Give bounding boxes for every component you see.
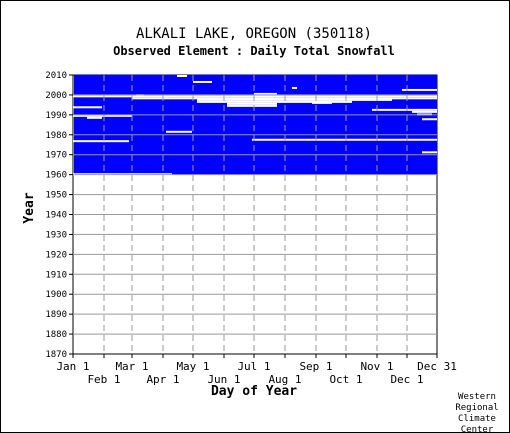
y-tick-label: 1920 — [45, 250, 67, 260]
missing-segment — [87, 116, 102, 119]
y-tick-label: 1870 — [45, 350, 67, 360]
x-tick-label: Jul 1 — [237, 360, 270, 373]
x-tick-label: Dec 1 — [390, 373, 423, 386]
missing-segment — [312, 101, 332, 104]
x-tick-label: Jan 1 — [56, 360, 89, 373]
chart-subtitle: Observed Element : Daily Total Snowfall — [113, 44, 395, 58]
missing-segment — [412, 110, 437, 113]
y-tick-label: 1960 — [45, 171, 67, 181]
y-tick-label: 1880 — [45, 330, 67, 340]
x-axis-label: Day of Year — [211, 384, 297, 399]
missing-segment — [166, 130, 192, 133]
x-tick-label: May 1 — [176, 360, 209, 373]
y-tick-label: 1940 — [45, 211, 67, 221]
missing-segment — [73, 95, 437, 98]
missing-segment — [177, 74, 187, 77]
missing-segment — [197, 98, 392, 101]
x-tick-label: Jun 1 — [207, 373, 240, 386]
y-tick-label: 1930 — [45, 230, 67, 240]
x-tick-label: Dec 31 — [417, 360, 457, 373]
missing-segment — [197, 100, 352, 103]
y-tick-label: 1900 — [45, 290, 67, 300]
missing-segment — [422, 151, 437, 154]
y-tick-label: 2010 — [45, 71, 67, 81]
missing-segment — [227, 102, 277, 105]
y-tick-label: 1890 — [45, 310, 67, 320]
y-tick-label: 1970 — [45, 151, 67, 161]
credit-line: Center — [461, 425, 494, 433]
coverage-block — [74, 75, 437, 175]
x-tick-label: Aug 1 — [268, 373, 301, 386]
credit-line: Climate — [458, 414, 496, 424]
missing-segment — [252, 138, 437, 141]
x-tick-label: Apr 1 — [146, 373, 179, 386]
y-axis-label: Year — [22, 192, 37, 223]
missing-segment — [292, 86, 297, 89]
x-tick-label: Mar 1 — [115, 360, 148, 373]
x-axis: Jan 1 Mar 1 May 1 Jul 1 Sep 1 Nov 1 Dec 31 Feb … — [56, 354, 457, 386]
credit-line: Western — [458, 392, 496, 402]
y-tick-label: 1990 — [45, 111, 67, 121]
credit-block: Western Regional Climate Center — [455, 392, 498, 433]
missing-segment — [193, 80, 212, 83]
missing-segment — [73, 114, 132, 117]
x-tick-label: Feb 1 — [87, 373, 120, 386]
x-tick-label: Oct 1 — [329, 373, 362, 386]
missing-segment — [254, 92, 277, 95]
missing-segment — [372, 108, 437, 111]
missing-segment — [73, 106, 102, 109]
coverage-band — [74, 75, 437, 175]
missing-segment — [227, 104, 277, 107]
chart-title: ALKALI LAKE, OREGON (350118) — [136, 26, 372, 42]
missing-segment — [422, 118, 437, 121]
missing-segment — [402, 88, 437, 91]
grid-lines — [73, 75, 437, 354]
x-tick-label: Sep 1 — [299, 360, 332, 373]
credit-line: Regional — [455, 403, 498, 413]
y-tick-label: 2000 — [45, 91, 67, 101]
y-tick-label: 1980 — [45, 131, 67, 141]
x-tick-label: Nov 1 — [360, 360, 393, 373]
y-axis: 2010 2000 1990 1980 1970 1960 1950 1940 1930 1920… — [45, 71, 73, 360]
y-tick-label: 1950 — [45, 191, 67, 201]
y-tick-label: 1910 — [45, 270, 67, 280]
missing-segment — [73, 140, 129, 143]
